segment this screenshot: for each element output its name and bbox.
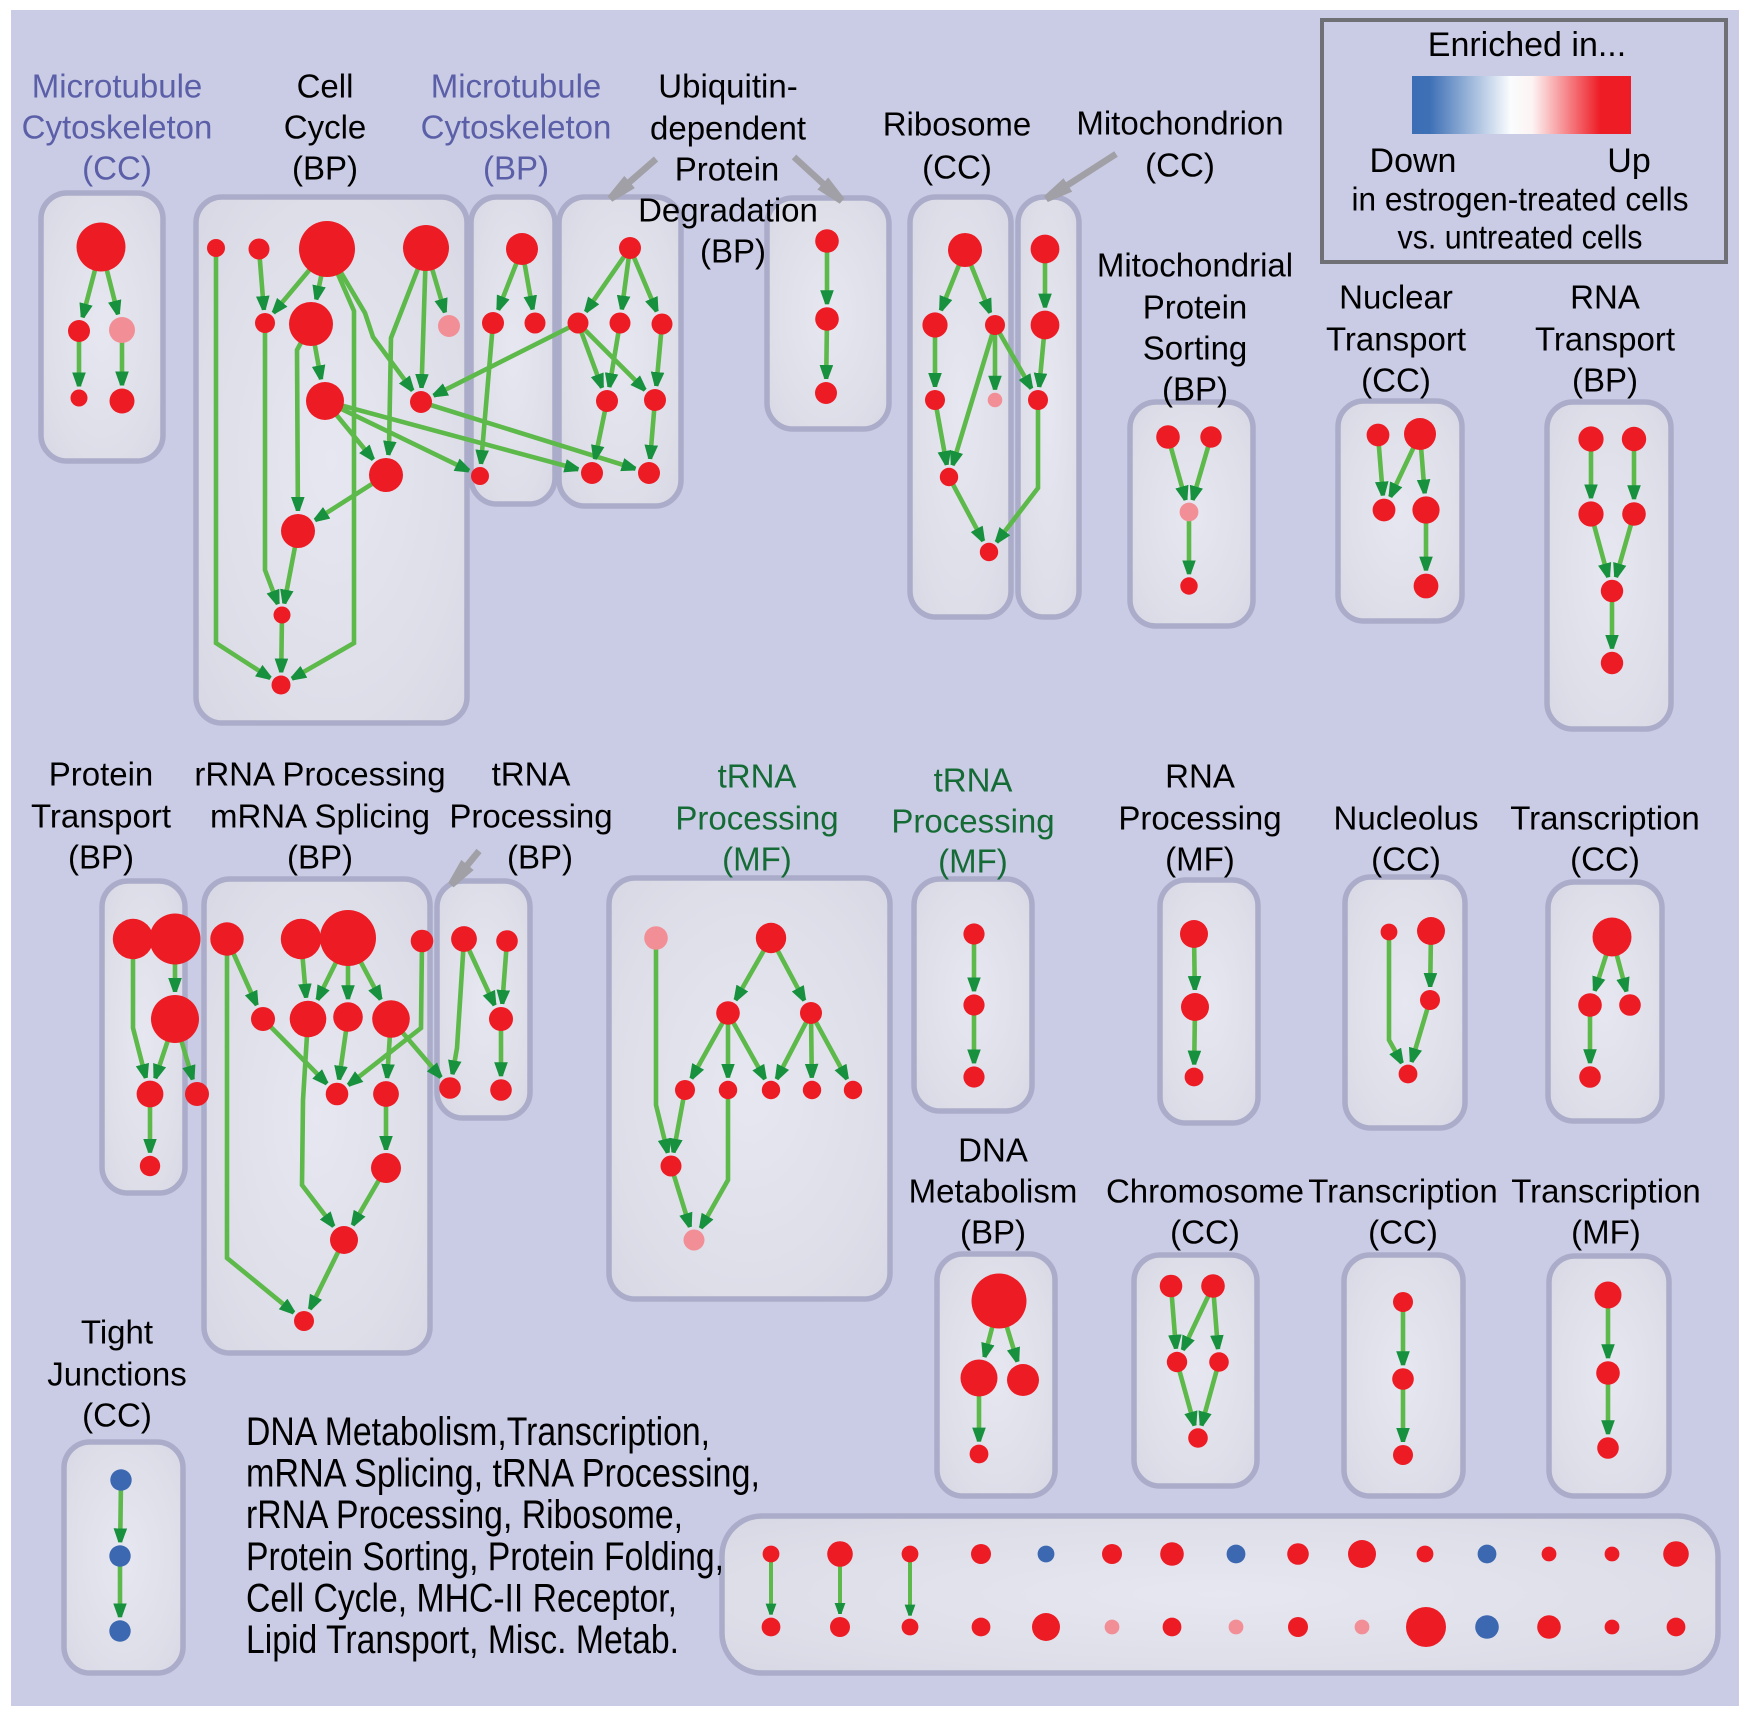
svg-text:Junctions: Junctions <box>47 1356 186 1393</box>
svg-text:Cell Cycle, MHC-II Receptor,: Cell Cycle, MHC-II Receptor, <box>246 1576 677 1620</box>
svg-text:Transcription: Transcription <box>1308 1173 1498 1210</box>
svg-text:Chromosome: Chromosome <box>1106 1173 1304 1210</box>
svg-text:Enriched in...: Enriched in... <box>1428 26 1626 64</box>
svg-text:RNA: RNA <box>1570 279 1640 316</box>
svg-text:Protein: Protein <box>1143 289 1248 326</box>
svg-text:(BP): (BP) <box>1162 371 1228 408</box>
svg-text:Tight: Tight <box>81 1314 153 1351</box>
svg-text:(BP): (BP) <box>68 839 134 876</box>
svg-text:Degradation: Degradation <box>638 192 818 229</box>
svg-text:Transcription: Transcription <box>1511 1173 1701 1210</box>
svg-text:tRNA: tRNA <box>934 762 1013 799</box>
svg-text:dependent: dependent <box>650 110 806 147</box>
svg-text:Processing: Processing <box>1118 800 1281 837</box>
svg-text:mRNA Splicing, tRNA Processing: mRNA Splicing, tRNA Processing, <box>246 1452 760 1496</box>
svg-text:Nuclear: Nuclear <box>1339 279 1453 316</box>
svg-text:Transport: Transport <box>31 798 171 835</box>
svg-text:(MF): (MF) <box>722 841 792 878</box>
svg-text:Cytoskeleton: Cytoskeleton <box>22 109 213 146</box>
svg-text:(BP): (BP) <box>483 150 549 187</box>
svg-text:Cycle: Cycle <box>284 109 367 146</box>
svg-text:(CC): (CC) <box>1371 841 1441 878</box>
svg-text:Sorting: Sorting <box>1143 330 1248 367</box>
svg-text:Protein: Protein <box>675 151 780 188</box>
svg-text:DNA: DNA <box>958 1132 1028 1169</box>
svg-text:Ribosome: Ribosome <box>883 106 1032 143</box>
svg-text:Lipid Transport, Misc. Metab.: Lipid Transport, Misc. Metab. <box>246 1618 679 1662</box>
svg-text:Cell: Cell <box>297 68 354 105</box>
svg-text:(BP): (BP) <box>507 839 573 876</box>
svg-text:in estrogen-treated cells: in estrogen-treated cells <box>1352 181 1689 218</box>
svg-text:(CC): (CC) <box>1368 1214 1438 1251</box>
svg-text:Processing: Processing <box>449 798 612 835</box>
svg-text:Metabolism: Metabolism <box>909 1173 1078 1210</box>
svg-text:(MF): (MF) <box>1165 841 1235 878</box>
svg-text:(CC): (CC) <box>922 149 992 186</box>
svg-text:rRNA Processing, Ribosome,: rRNA Processing, Ribosome, <box>246 1493 683 1537</box>
svg-text:(CC): (CC) <box>1361 362 1431 399</box>
svg-text:rRNA Processing: rRNA Processing <box>194 756 445 793</box>
svg-text:mRNA Splicing: mRNA Splicing <box>210 798 430 835</box>
svg-text:tRNA: tRNA <box>492 756 571 793</box>
svg-text:(BP): (BP) <box>960 1214 1026 1251</box>
svg-text:(CC): (CC) <box>1170 1214 1240 1251</box>
svg-text:(BP): (BP) <box>292 150 358 187</box>
svg-text:RNA: RNA <box>1165 758 1235 795</box>
svg-text:(CC): (CC) <box>82 1397 152 1434</box>
svg-text:(CC): (CC) <box>82 150 152 187</box>
svg-text:(BP): (BP) <box>287 839 353 876</box>
svg-text:Nucleolus: Nucleolus <box>1334 800 1479 837</box>
svg-text:Protein Sorting, Protein Foldi: Protein Sorting, Protein Folding, <box>246 1535 724 1579</box>
svg-text:(CC): (CC) <box>1145 147 1215 184</box>
svg-text:tRNA: tRNA <box>718 758 797 795</box>
svg-text:Protein: Protein <box>49 756 154 793</box>
svg-text:Up: Up <box>1607 142 1650 180</box>
svg-text:Mitochondrial: Mitochondrial <box>1097 247 1293 284</box>
svg-text:Cytoskeleton: Cytoskeleton <box>421 109 612 146</box>
svg-text:Down: Down <box>1370 142 1457 180</box>
svg-text:Processing: Processing <box>675 800 838 837</box>
svg-text:Processing: Processing <box>891 803 1054 840</box>
svg-text:(BP): (BP) <box>1572 362 1638 399</box>
svg-text:Transport: Transport <box>1326 321 1466 358</box>
svg-text:Microtubule: Microtubule <box>32 68 203 105</box>
svg-text:Transcription: Transcription <box>1510 800 1700 837</box>
svg-text:(MF): (MF) <box>1571 1214 1641 1251</box>
svg-text:(BP): (BP) <box>700 233 766 270</box>
svg-text:DNA Metabolism,Transcription,: DNA Metabolism,Transcription, <box>246 1410 710 1454</box>
svg-text:Transport: Transport <box>1535 321 1675 358</box>
svg-text:(MF): (MF) <box>938 843 1008 880</box>
svg-text:Mitochondrion: Mitochondrion <box>1076 105 1283 142</box>
svg-text:Ubiquitin-: Ubiquitin- <box>658 68 797 105</box>
svg-text:Microtubule: Microtubule <box>431 68 602 105</box>
svg-text:(CC): (CC) <box>1570 841 1640 878</box>
svg-text:vs. untreated cells: vs. untreated cells <box>1398 219 1643 256</box>
